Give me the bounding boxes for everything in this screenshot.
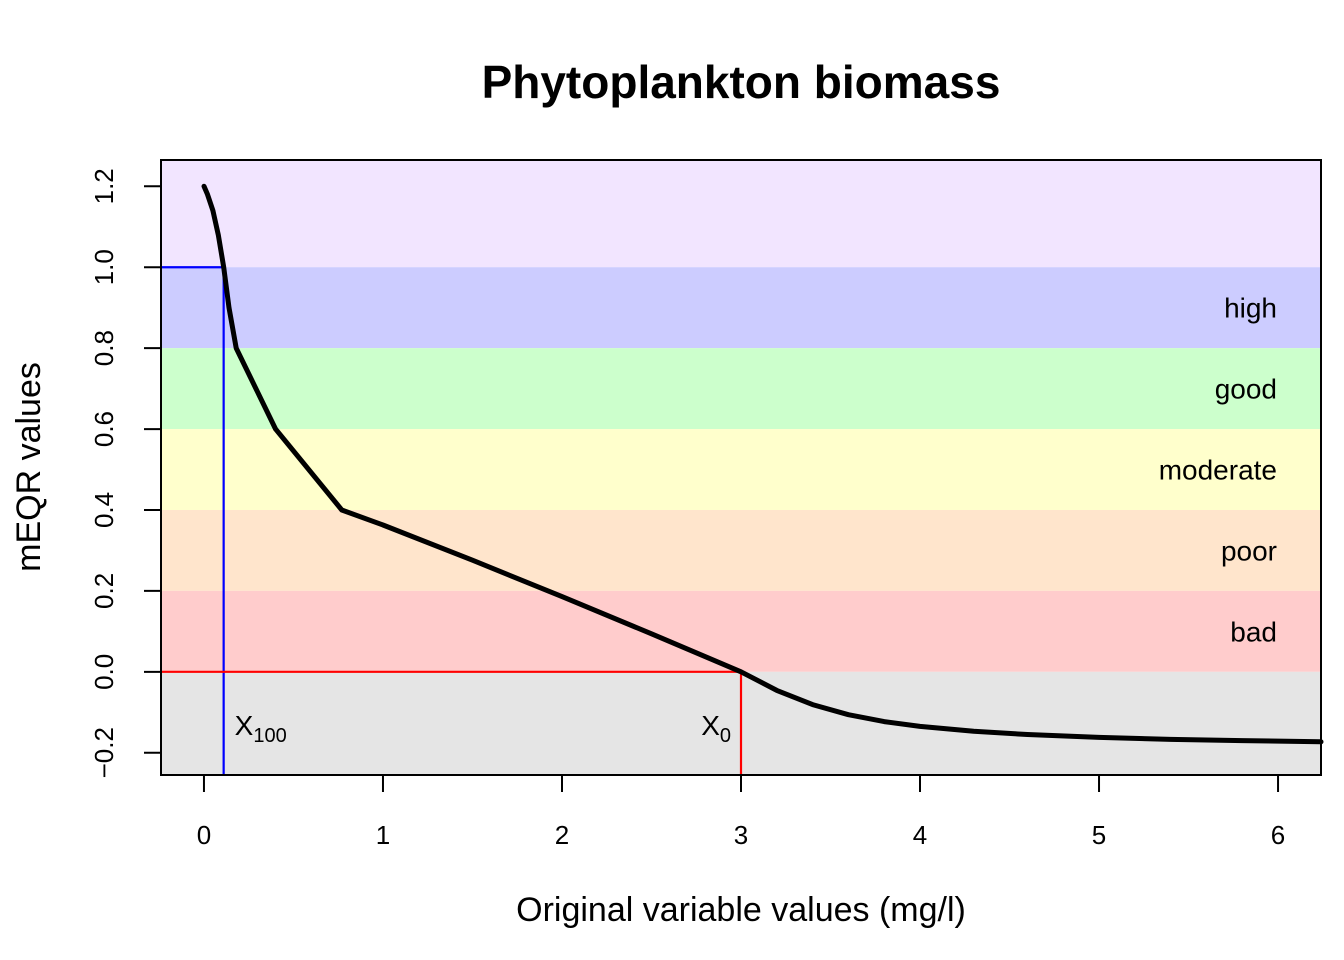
x-tick-label: 3 bbox=[734, 820, 748, 850]
reference-label-x0: X0 bbox=[701, 710, 731, 747]
x-tick-label: 1 bbox=[376, 820, 390, 850]
reference-labels: X100 X0 bbox=[235, 710, 731, 747]
band-moderate bbox=[161, 429, 1321, 510]
series-line-0 bbox=[201, 183, 1324, 745]
reference-label-x100: X100 bbox=[235, 710, 287, 747]
band-region-0 bbox=[161, 160, 1321, 268]
x-tick-label: 5 bbox=[1092, 820, 1106, 850]
x-tick-label: 0 bbox=[197, 820, 211, 850]
y-axis-label: mEQR values bbox=[10, 362, 48, 572]
y-tick-label: 0.8 bbox=[89, 330, 119, 366]
band-good bbox=[161, 348, 1321, 430]
x-axis-label: Original variable values (mg/l) bbox=[516, 891, 966, 929]
y-tick-label: 0.0 bbox=[89, 654, 119, 690]
band-bad bbox=[161, 590, 1321, 672]
y-tick-label: 0.4 bbox=[89, 492, 119, 528]
y-tick-label: 0.2 bbox=[89, 573, 119, 609]
band-label-high: high bbox=[1224, 293, 1277, 324]
band-poor bbox=[161, 509, 1321, 591]
y-tick-label: −0.2 bbox=[89, 727, 119, 778]
chart-title: Phytoplankton biomass bbox=[482, 56, 1001, 108]
band-label-good: good bbox=[1215, 374, 1277, 405]
series-layer bbox=[201, 183, 1324, 745]
x-tick-label: 2 bbox=[555, 820, 569, 850]
x-tick-label: 4 bbox=[913, 820, 927, 850]
band-label-moderate: moderate bbox=[1159, 455, 1277, 486]
y-axis: −0.2 0.0 0.2 0.4 0.6 0.8 1.0 1.2 bbox=[89, 168, 162, 778]
quality-bands bbox=[161, 160, 1321, 775]
x-tick-label: 6 bbox=[1271, 820, 1285, 850]
band-labels: high good moderate poor bad bbox=[1159, 293, 1277, 648]
y-tick-label: 1.2 bbox=[89, 168, 119, 204]
band-label-bad: bad bbox=[1230, 616, 1277, 647]
y-tick-label: 0.6 bbox=[89, 411, 119, 447]
y-tick-label: 1.0 bbox=[89, 249, 119, 285]
x-axis: 0 1 2 3 4 5 6 bbox=[197, 774, 1285, 850]
band-high bbox=[161, 267, 1321, 349]
band-label-poor: poor bbox=[1221, 535, 1277, 566]
